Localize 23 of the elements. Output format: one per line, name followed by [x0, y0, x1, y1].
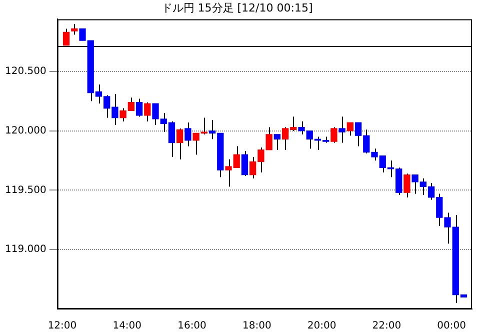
- y-tick-label: 119.000: [4, 244, 46, 256]
- x-tick-label: 16:00: [178, 320, 206, 332]
- candlestick: [71, 23, 78, 36]
- candlestick: [330, 126, 338, 144]
- x-tick-label: 22:00: [372, 320, 402, 332]
- candlestick: [176, 128, 184, 160]
- x-tick-label: 00:00: [437, 320, 466, 332]
- candlestick: [136, 98, 143, 118]
- x-tick-label: 18:00: [242, 320, 272, 332]
- y-tick-label: 119.500: [4, 184, 46, 196]
- candlestick: [404, 173, 410, 198]
- candlestick: [144, 102, 151, 122]
- candlestick: [338, 116, 346, 144]
- chart-title: ドル円 15分足 [12/10 00:15]: [161, 1, 313, 14]
- x-tick-label: 14:00: [112, 320, 142, 332]
- y-tick-label: 120.500: [4, 66, 46, 78]
- candlestick: [346, 122, 354, 136]
- x-tick-label: 20:00: [307, 320, 336, 332]
- y-tick-label: 120.000: [4, 125, 46, 136]
- candlestick: [274, 134, 280, 150]
- candlestick: [241, 150, 248, 176]
- candlestick: [184, 122, 192, 147]
- x-tick-label: 12:00: [48, 320, 77, 332]
